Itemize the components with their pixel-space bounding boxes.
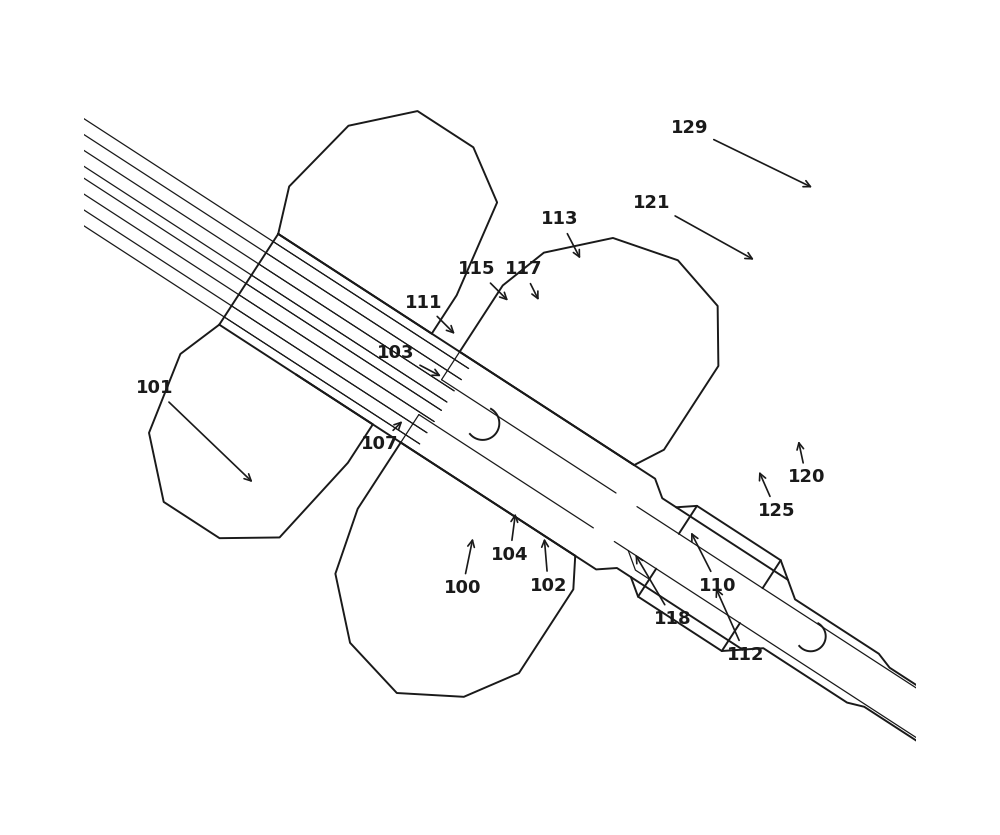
Text: 104: 104 xyxy=(491,515,529,564)
Text: 112: 112 xyxy=(716,590,764,664)
Text: 125: 125 xyxy=(758,473,795,519)
Text: 110: 110 xyxy=(692,534,737,595)
Text: 100: 100 xyxy=(444,540,481,597)
Text: 111: 111 xyxy=(405,294,453,332)
Text: 121: 121 xyxy=(633,194,752,259)
Text: 115: 115 xyxy=(458,261,507,300)
Text: 103: 103 xyxy=(377,343,439,376)
Text: 113: 113 xyxy=(541,210,579,257)
Text: 118: 118 xyxy=(636,556,692,628)
Text: 129: 129 xyxy=(671,119,810,187)
Text: 101: 101 xyxy=(136,379,251,481)
Text: 117: 117 xyxy=(505,261,542,298)
Text: 107: 107 xyxy=(361,423,401,453)
Text: 120: 120 xyxy=(788,443,825,487)
Text: 102: 102 xyxy=(530,540,567,595)
